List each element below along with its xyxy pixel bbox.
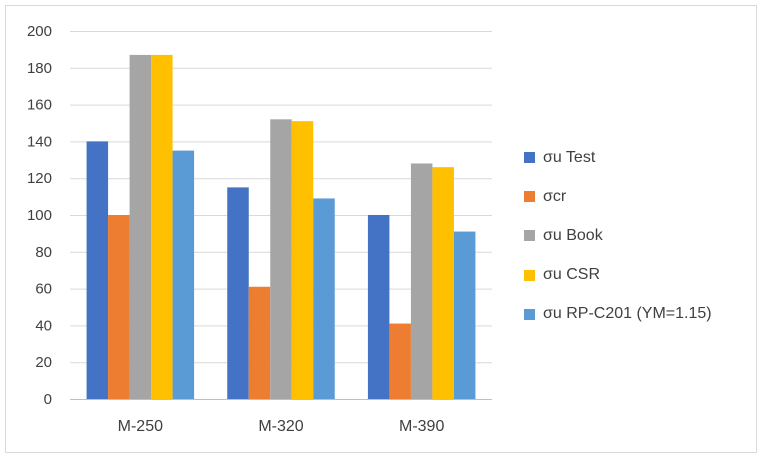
bar-m-390-series-3 (410, 163, 433, 399)
y-tick-label: 60 (35, 281, 52, 298)
y-tick-label: 20 (35, 354, 52, 371)
y-tick-label: 160 (27, 97, 52, 114)
bar-m-250-series-4 (151, 54, 173, 400)
legend-item: σu RP-C201 (YM=1.15) (524, 295, 754, 334)
bar-m-390-series-5 (453, 231, 476, 399)
bar-m-390-series-4 (432, 167, 454, 399)
legend-label: σu Test (543, 148, 596, 166)
legend-item: σcr (524, 177, 754, 216)
legend-swatch (524, 152, 535, 164)
y-tick-label: 80 (35, 244, 52, 261)
y-tick-label: 100 (27, 207, 52, 224)
bars (86, 54, 476, 400)
x-tick-label: M-250 (118, 418, 163, 435)
legend-label: σu RP-C201 (YM=1.15) (543, 305, 712, 323)
legend-item: σu Book (524, 216, 754, 255)
bar-m-320-series-5 (313, 198, 335, 399)
x-axis-tick-labels: M-250 M-320 M-390 (118, 418, 445, 435)
bar-m-250-series-2 (108, 215, 130, 399)
legend-swatch (524, 308, 535, 320)
y-axis-tick-labels: 0 20 40 60 80 100 120 140 160 180 200 (27, 23, 52, 408)
bar-m-250-series-1 (86, 141, 109, 399)
bar-m-390-series-2 (389, 323, 411, 399)
bar-m-320-series-1 (227, 187, 249, 399)
legend-label: σcr (543, 187, 567, 205)
legend-swatch (524, 191, 535, 203)
bar-m-250-series-5 (172, 150, 195, 399)
bar-m-320-series-2 (248, 286, 271, 399)
legend-item: σu Test (524, 138, 754, 177)
y-tick-label: 140 (27, 133, 52, 150)
y-tick-label: 120 (27, 170, 52, 187)
legend-label: σu CSR (543, 266, 600, 284)
bar-m-320-series-3 (270, 119, 292, 399)
legend: σu Test σcr σu Book σu CSR σu RP-C201 (YM=1.… (524, 138, 754, 334)
y-tick-label: 40 (35, 317, 52, 334)
y-tick-label: 0 (44, 391, 52, 408)
bar-m-250-series-3 (129, 54, 152, 400)
x-tick-label: M-320 (258, 418, 303, 435)
legend-swatch (524, 230, 535, 242)
legend-swatch (524, 269, 535, 281)
x-tick-label: M-390 (399, 418, 444, 435)
y-tick-label: 200 (27, 23, 52, 40)
legend-label: σu Book (543, 226, 603, 244)
legend-item: σu CSR (524, 256, 754, 295)
bar-m-390-series-1 (367, 215, 390, 399)
bar-m-320-series-4 (291, 121, 314, 399)
y-tick-label: 180 (27, 60, 52, 77)
